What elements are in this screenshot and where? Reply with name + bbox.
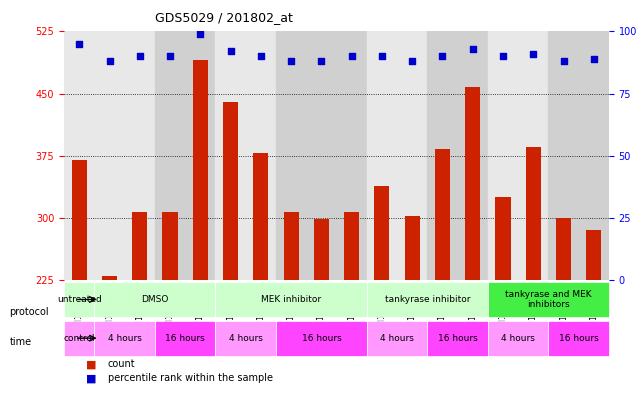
Text: GDS5029 / 201802_at: GDS5029 / 201802_at	[155, 11, 294, 24]
Point	[588, 56, 599, 62]
Bar	[276, 31, 367, 280]
Bar	[193, 61, 208, 280]
Point	[104, 58, 115, 64]
Bar	[344, 212, 359, 280]
FancyBboxPatch shape	[488, 282, 609, 317]
Text: 16 hours: 16 hours	[438, 334, 478, 343]
Bar	[404, 216, 420, 280]
Text: 4 hours: 4 hours	[501, 334, 535, 343]
Bar	[223, 102, 238, 280]
Bar	[94, 31, 155, 280]
Point	[165, 53, 175, 59]
FancyBboxPatch shape	[94, 282, 215, 317]
Bar	[367, 31, 428, 280]
Text: tankyrase and MEK
inhibitors: tankyrase and MEK inhibitors	[505, 290, 592, 309]
Point	[256, 53, 266, 59]
Bar	[162, 212, 178, 280]
FancyBboxPatch shape	[488, 321, 549, 356]
Text: 4 hours: 4 hours	[380, 334, 414, 343]
Text: ■: ■	[86, 360, 96, 369]
Bar	[556, 218, 571, 280]
Bar	[155, 31, 215, 280]
Text: MEK inhibitor: MEK inhibitor	[261, 295, 321, 304]
Bar	[587, 230, 601, 280]
Point	[528, 51, 538, 57]
Point	[74, 41, 85, 47]
Bar	[495, 197, 511, 280]
Bar	[72, 160, 87, 280]
Point	[407, 58, 417, 64]
Point	[135, 53, 145, 59]
Point	[226, 48, 236, 55]
Point	[316, 58, 326, 64]
Bar	[253, 153, 269, 280]
FancyBboxPatch shape	[155, 321, 215, 356]
Point	[558, 58, 569, 64]
Text: 16 hours: 16 hours	[559, 334, 599, 343]
Bar	[428, 31, 488, 280]
FancyBboxPatch shape	[64, 321, 94, 356]
FancyBboxPatch shape	[367, 282, 488, 317]
FancyBboxPatch shape	[428, 321, 488, 356]
FancyBboxPatch shape	[94, 321, 155, 356]
FancyBboxPatch shape	[549, 321, 609, 356]
Bar	[526, 147, 541, 280]
FancyBboxPatch shape	[215, 321, 276, 356]
Text: 4 hours: 4 hours	[229, 334, 263, 343]
Text: time: time	[10, 337, 32, 347]
Bar	[549, 31, 609, 280]
FancyBboxPatch shape	[367, 321, 428, 356]
Point	[195, 31, 205, 37]
FancyBboxPatch shape	[276, 321, 367, 356]
Text: tankyrase inhibitor: tankyrase inhibitor	[385, 295, 470, 304]
Point	[437, 53, 447, 59]
Text: protocol: protocol	[10, 307, 49, 318]
Text: 16 hours: 16 hours	[301, 334, 341, 343]
Point	[377, 53, 387, 59]
FancyBboxPatch shape	[215, 282, 367, 317]
Bar	[488, 31, 549, 280]
Text: untreated: untreated	[57, 295, 102, 304]
Point	[347, 53, 357, 59]
Point	[467, 46, 478, 52]
Text: DMSO: DMSO	[141, 295, 169, 304]
Text: 16 hours: 16 hours	[165, 334, 205, 343]
FancyBboxPatch shape	[64, 282, 94, 317]
Bar	[283, 212, 299, 280]
Bar	[374, 186, 390, 280]
Bar	[64, 31, 94, 280]
Bar	[215, 31, 276, 280]
Bar	[465, 87, 480, 280]
Text: percentile rank within the sample: percentile rank within the sample	[108, 373, 272, 383]
Point	[498, 53, 508, 59]
Bar	[132, 212, 147, 280]
Text: count: count	[108, 360, 135, 369]
Text: 4 hours: 4 hours	[108, 334, 142, 343]
Bar	[314, 219, 329, 280]
Text: control: control	[63, 334, 95, 343]
Text: ■: ■	[86, 373, 96, 383]
Point	[286, 58, 296, 64]
Bar	[102, 276, 117, 280]
Bar	[435, 149, 450, 280]
